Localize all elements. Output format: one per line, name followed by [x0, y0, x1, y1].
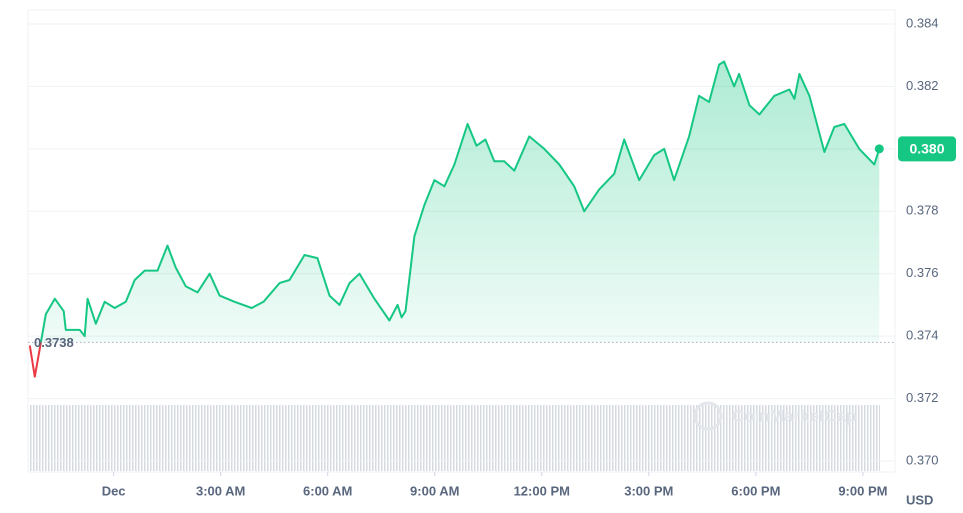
- watermark-logo: [693, 401, 723, 431]
- last-price-tag: [898, 136, 956, 162]
- price-line: [28, 60, 881, 378]
- y-tick-label: 0.378: [906, 203, 939, 218]
- x-tick-label: 6:00 PM: [731, 483, 780, 498]
- y-tick-label: 0.382: [906, 78, 939, 93]
- last-point: [874, 144, 884, 154]
- y-tick-label: 0.376: [906, 265, 939, 280]
- last-price-label: 0.380: [909, 141, 944, 157]
- plot-frame: [27, 9, 896, 473]
- volume-bars: [30, 405, 880, 471]
- y-tick-label: 0.370: [906, 452, 939, 467]
- price-area: [40, 61, 880, 343]
- currency-label: USD: [906, 492, 933, 507]
- y-tick-label: 0.384: [906, 15, 939, 30]
- baseline-label: 0.3738: [34, 335, 74, 350]
- x-tick-label: 6:00 AM: [303, 483, 352, 498]
- x-tick-label: 3:00 PM: [624, 483, 673, 498]
- x-tick-label: Dec: [102, 483, 126, 498]
- watermark: CoinMarketCap: [732, 406, 857, 425]
- x-tick-label: 3:00 AM: [196, 483, 245, 498]
- x-tick-label: 9:00 AM: [410, 483, 459, 498]
- y-tick-label: 0.372: [906, 390, 939, 405]
- x-tick-label: 12:00 PM: [514, 483, 570, 498]
- y-tick-label: 0.374: [906, 328, 939, 343]
- x-tick-label: 9:00 PM: [838, 483, 887, 498]
